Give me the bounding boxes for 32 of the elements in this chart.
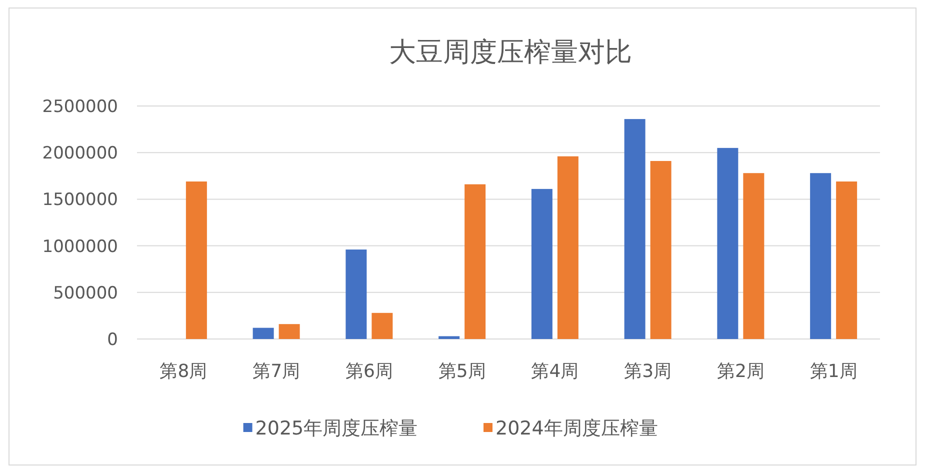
legend-label: 2024年周度压榨量 [496,418,658,440]
bar [186,181,207,339]
bar [346,250,367,339]
x-tick-label: 第3周 [624,361,672,382]
bar [464,184,486,339]
bar [531,188,552,339]
bar [252,328,274,339]
y-tick-label: 2500000 [42,96,118,117]
y-tick-label: 500000 [53,283,118,304]
chart-title: 大豆周度压榨量对比 [389,37,632,68]
bar [650,160,672,339]
x-tick-label: 第7周 [252,361,300,382]
bar [557,156,578,339]
bar [624,119,646,339]
y-tick-label: 2000000 [42,144,118,164]
y-tick-label: 1000000 [42,236,118,257]
x-tick-label: 第5周 [438,361,486,382]
bar [438,336,460,339]
y-tick-label: 0 [107,330,118,350]
x-tick-label: 第6周 [345,361,393,382]
bar [278,324,300,339]
bar [810,173,832,339]
y-tick-label: 1500000 [42,190,118,210]
bar [743,173,764,339]
x-tick-label: 第8周 [160,361,208,382]
x-tick-label: 第2周 [716,361,764,382]
bar [717,148,738,339]
legend-label: 2025年周度压榨量 [255,418,418,440]
bar [836,181,858,339]
x-tick-label: 第1周 [810,361,858,382]
bar [372,312,393,339]
x-tick-label: 第4周 [531,361,579,382]
